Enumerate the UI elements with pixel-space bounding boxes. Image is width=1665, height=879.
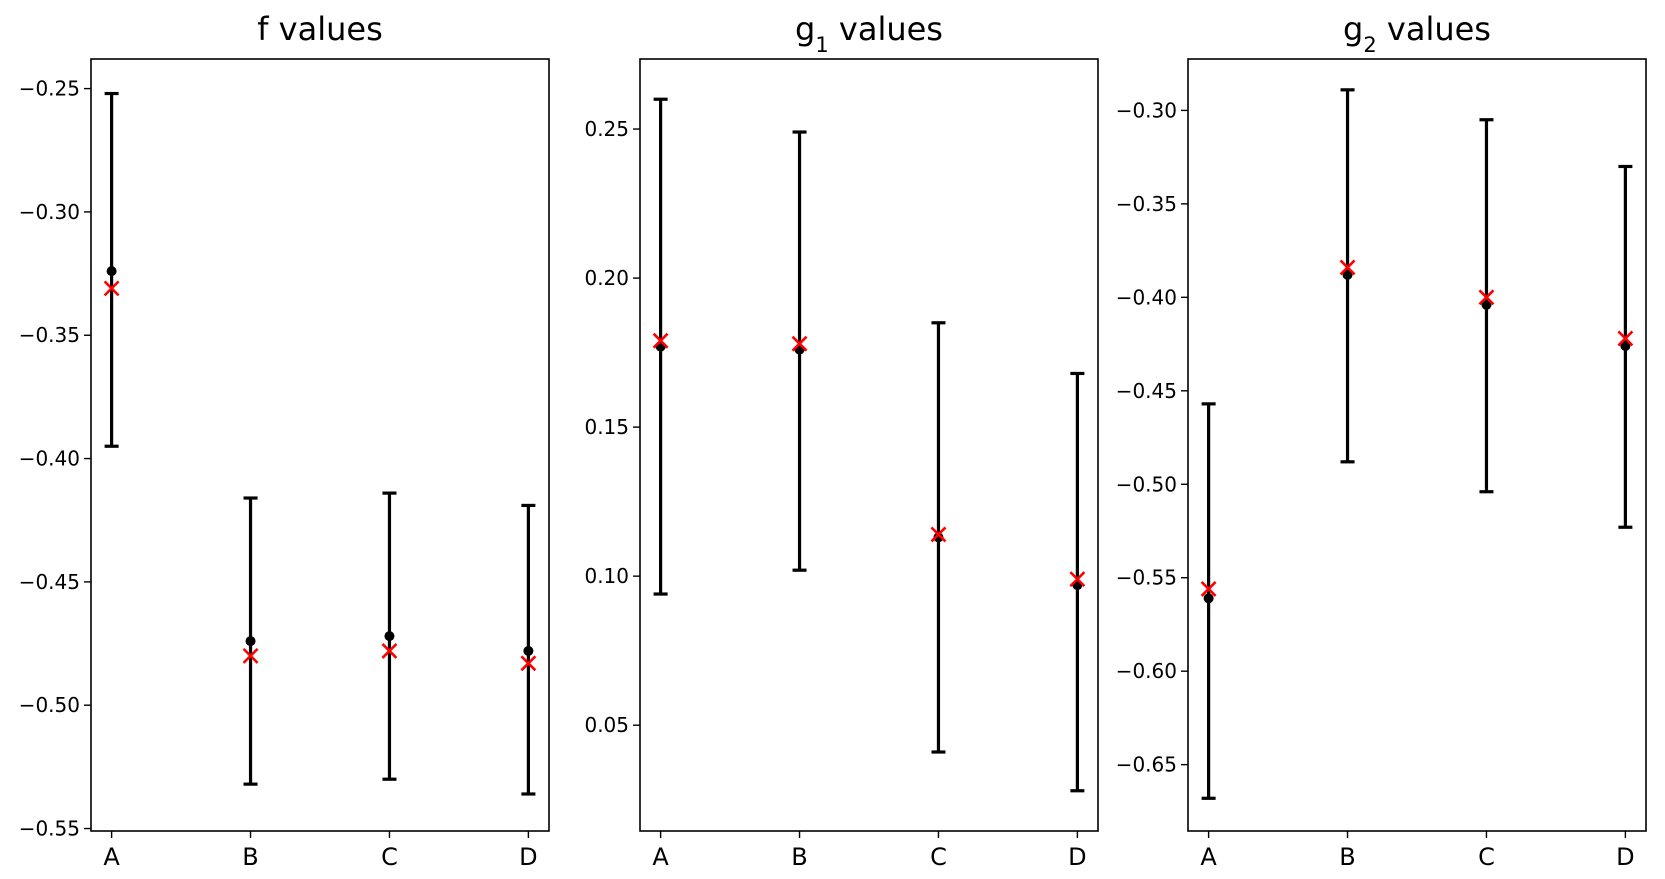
y-tick-label: −0.50 [1116, 472, 1177, 496]
y-tick-label: −0.55 [19, 817, 80, 841]
reference-marker-stroke [1200, 581, 1217, 597]
y-tick-label: 0.05 [584, 713, 629, 737]
reference-marker [1617, 330, 1634, 347]
reference-marker [1478, 289, 1495, 306]
reference-marker [930, 526, 947, 543]
y-tick-label: −0.30 [19, 200, 80, 224]
mean-point [1481, 299, 1492, 310]
y-tick-label: 0.10 [584, 564, 629, 588]
y-tick-label: −0.50 [19, 693, 80, 717]
reference-marker-stroke [103, 280, 120, 297]
reference-marker-stroke [791, 335, 808, 352]
x-tick-label: D [519, 843, 537, 871]
y-tick-label: −0.30 [1116, 98, 1177, 122]
reference-marker [1200, 581, 1217, 597]
y-tick-label: −0.25 [19, 77, 80, 101]
y-tick-label: −0.55 [1116, 566, 1177, 590]
panel-title: g1 values [795, 10, 943, 57]
reference-marker [1069, 571, 1086, 588]
x-tick-label: D [1616, 843, 1634, 871]
y-tick-label: −0.45 [1116, 379, 1177, 403]
x-tick-label: C [1478, 843, 1495, 871]
y-tick-label: −0.45 [19, 570, 80, 594]
reference-marker-stroke [242, 647, 259, 664]
mean-point [106, 266, 117, 277]
y-tick-label: −0.60 [1116, 659, 1177, 683]
panel-f-values: f values −0.25 −0.30 −0.35 −0.40 −0.45 −0.50 −… [19, 10, 550, 871]
x-tick-label: C [930, 843, 947, 871]
x-tick-label: A [103, 843, 120, 871]
reference-marker [520, 655, 537, 672]
y-tick-label: −0.65 [1116, 753, 1177, 777]
y-tick-label: −0.40 [1116, 285, 1177, 309]
x-tick-label: B [242, 843, 258, 871]
reference-marker-stroke [381, 643, 398, 659]
reference-marker-stroke [1617, 330, 1634, 347]
axes-frame [639, 58, 1099, 832]
y-tick-label: −0.35 [1116, 192, 1177, 216]
mean-point [245, 636, 256, 647]
axes-frame [1187, 58, 1647, 832]
mean-point [1342, 269, 1353, 280]
reference-marker-stroke [652, 332, 669, 349]
reference-marker-stroke [930, 526, 947, 543]
x-tick-label: C [381, 843, 398, 871]
reference-marker [103, 280, 120, 297]
reference-marker [381, 643, 398, 659]
reference-marker-stroke [520, 655, 537, 672]
reference-marker-stroke [1339, 259, 1356, 276]
reference-marker [1339, 259, 1356, 276]
panel-g1-values: g1 values 0.05 0.10 0.15 0.20 0.25 A B C D [584, 10, 1099, 871]
mean-point [523, 645, 534, 656]
mean-point [1203, 593, 1214, 604]
mean-point [933, 532, 944, 543]
reference-marker-stroke [1069, 571, 1086, 588]
x-tick-label: B [1339, 843, 1355, 871]
panel-title: f values [257, 10, 383, 48]
x-tick-label: D [1068, 843, 1086, 871]
y-tick-label: 0.20 [584, 266, 629, 290]
panel-title: g2 values [1343, 10, 1491, 57]
reference-marker [652, 332, 669, 349]
x-tick-label: A [1200, 843, 1217, 871]
y-tick-label: 0.15 [584, 415, 629, 439]
x-tick-label: A [652, 843, 669, 871]
reference-marker [242, 647, 259, 664]
reference-marker [791, 335, 808, 352]
axes-frame [90, 58, 550, 832]
y-tick-label: −0.35 [19, 323, 80, 347]
panel-g2-values: g2 values −0.30 −0.35 −0.40 −0.45 −0.50 −0.55… [1116, 10, 1647, 871]
reference-marker-stroke [1478, 289, 1495, 306]
x-tick-label: B [791, 843, 807, 871]
y-tick-label: 0.25 [584, 117, 629, 141]
mean-point [1620, 340, 1631, 351]
mean-point [384, 631, 395, 642]
y-tick-label: −0.40 [19, 447, 80, 471]
